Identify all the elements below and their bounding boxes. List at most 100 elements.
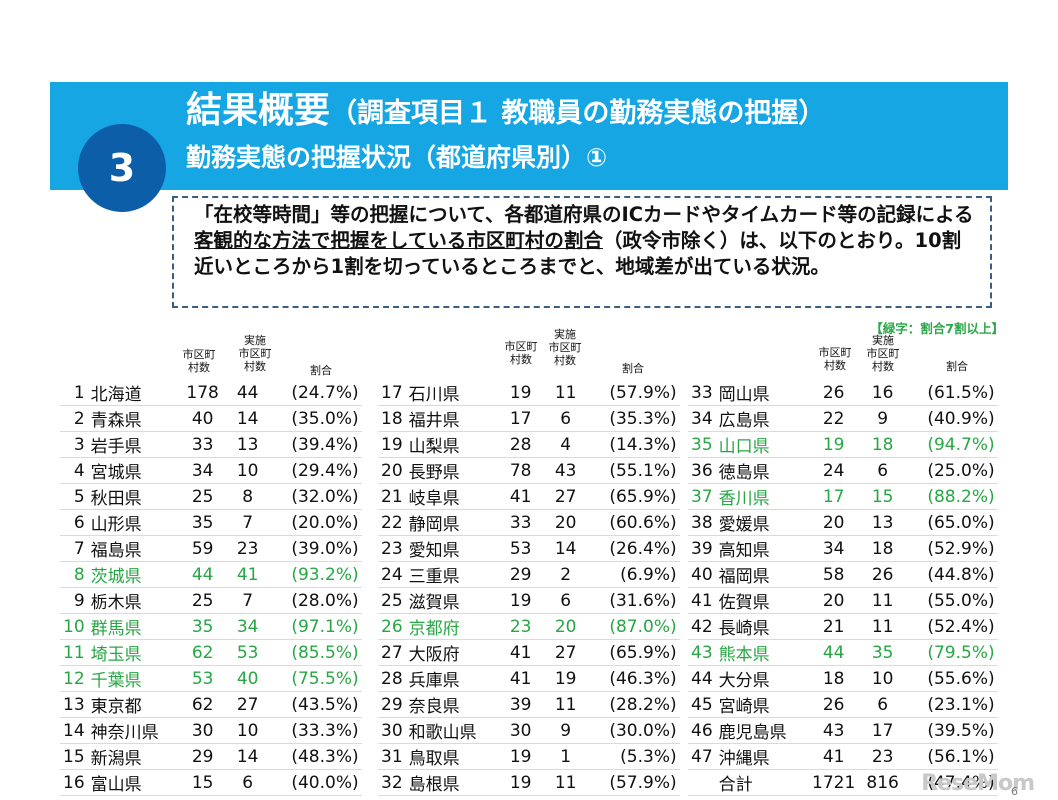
table-row: 37 香川県 17 15 (88.2%) [688, 483, 998, 510]
table-row: 5 秋田県 25 8 (32.0%) [60, 483, 362, 510]
row-number: 29 [378, 691, 406, 718]
prefecture-name: 長野県 [405, 457, 498, 484]
header-municipalities-3: 市区町 村数 [818, 346, 852, 372]
municipality-count: 26 [807, 380, 860, 406]
implemented-count: 19 [543, 665, 588, 692]
ratio-value: (40.0%) [269, 769, 362, 796]
ratio-value: (23.1%) [905, 691, 998, 718]
prefecture-name: 奈良県 [405, 691, 498, 718]
table-row: 41 佐賀県 20 11 (55.0%) [688, 587, 998, 614]
row-number: 2 [60, 405, 88, 432]
row-number: 28 [378, 665, 406, 692]
table-row: 20 長野県 78 43 (55.1%) [378, 457, 680, 484]
municipality-count: 30 [497, 717, 544, 744]
prefecture-name: 静岡県 [405, 509, 498, 536]
municipality-count: 178 [179, 380, 226, 406]
ratio-value: (65.0%) [905, 509, 998, 536]
municipality-count: 41 [497, 665, 544, 692]
implemented-count: 43 [543, 457, 588, 484]
municipality-count: 34 [807, 535, 860, 562]
prefecture-name: 石川県 [405, 380, 498, 406]
row-number: 44 [688, 665, 716, 692]
table-row: 15 新潟県 29 14 (48.3%) [60, 743, 362, 770]
municipality-count: 1721 [807, 769, 860, 796]
municipality-count: 53 [497, 535, 544, 562]
implemented-count: 14 [543, 535, 588, 562]
row-number: 19 [378, 431, 406, 458]
municipality-count: 19 [497, 743, 544, 770]
municipality-count: 25 [179, 483, 226, 510]
row-number: 30 [378, 717, 406, 744]
implemented-count: 10 [225, 717, 270, 744]
row-number: 25 [378, 587, 406, 614]
table-row: 31 鳥取県 19 1 (5.3%) [378, 743, 680, 770]
table-row: 33 岡山県 26 16 (61.5%) [688, 380, 998, 406]
row-number: 26 [378, 613, 406, 640]
implemented-count: 26 [859, 561, 906, 588]
municipality-count: 19 [807, 431, 860, 458]
ratio-value: (93.2%) [269, 561, 362, 588]
table-row: 34 広島県 22 9 (40.9%) [688, 405, 998, 432]
prefecture-name: 群馬県 [87, 613, 180, 640]
table-row: 28 兵庫県 41 19 (46.3%) [378, 665, 680, 692]
ratio-value: (39.4%) [269, 431, 362, 458]
row-number: 16 [60, 769, 88, 796]
header-implemented-3: 実施 市区町 村数 [866, 334, 900, 373]
implemented-count: 10 [225, 457, 270, 484]
row-number: 42 [688, 613, 716, 640]
ratio-value: (25.0%) [905, 457, 998, 484]
prefecture-name: 福井県 [405, 405, 498, 432]
table-row: 19 山梨県 28 4 (14.3%) [378, 431, 680, 458]
ratio-value: (79.5%) [905, 639, 998, 666]
prefecture-name: 大阪府 [405, 639, 498, 666]
implemented-count: 13 [859, 509, 906, 536]
municipality-count: 41 [497, 483, 544, 510]
row-number: 47 [688, 743, 716, 770]
table-row: 4 宮城県 34 10 (29.4%) [60, 457, 362, 484]
table-row: 35 山口県 19 18 (94.7%) [688, 431, 998, 458]
implemented-count: 11 [543, 691, 588, 718]
table-row: 13 東京都 62 27 (43.5%) [60, 691, 362, 718]
row-number: 14 [60, 717, 88, 744]
row-number: 4 [60, 457, 88, 484]
table-row: 8 茨城県 44 41 (93.2%) [60, 561, 362, 588]
municipality-count: 19 [497, 380, 544, 406]
ratio-value: (94.7%) [905, 431, 998, 458]
implemented-count: 11 [543, 769, 588, 796]
row-number: 21 [378, 483, 406, 510]
table-row: 42 長崎県 21 11 (52.4%) [688, 613, 998, 640]
ratio-value: (87.0%) [587, 613, 680, 640]
ratio-value: (31.6%) [587, 587, 680, 614]
prefecture-name: 高知県 [715, 535, 808, 562]
ratio-value: (65.9%) [587, 639, 680, 666]
table-row: 7 福島県 59 23 (39.0%) [60, 535, 362, 562]
ratio-value: (75.5%) [269, 665, 362, 692]
header-ratio-2: 割合 [622, 362, 644, 375]
ratio-value: (52.4%) [905, 613, 998, 640]
prefecture-name: 岩手県 [87, 431, 180, 458]
implemented-count: 14 [225, 405, 270, 432]
municipality-count: 24 [807, 457, 860, 484]
municipality-count: 20 [807, 509, 860, 536]
table-row: 24 三重県 29 2 (6.9%) [378, 561, 680, 588]
row-number: 40 [688, 561, 716, 588]
implemented-count: 34 [225, 613, 270, 640]
ratio-value: (61.5%) [905, 380, 998, 406]
prefecture-name: 滋賀県 [405, 587, 498, 614]
ratio-value: (55.0%) [905, 587, 998, 614]
implemented-count: 40 [225, 665, 270, 692]
implemented-count: 9 [543, 717, 588, 744]
municipality-count: 17 [807, 483, 860, 510]
municipality-count: 34 [179, 457, 226, 484]
ratio-value: (57.9%) [587, 769, 680, 796]
table-row: 10 群馬県 35 34 (97.1%) [60, 613, 362, 640]
table-row: 2 青森県 40 14 (35.0%) [60, 405, 362, 432]
ratio-value: (30.0%) [587, 717, 680, 744]
prefecture-name: 香川県 [715, 483, 808, 510]
ratio-value: (6.9%) [587, 561, 680, 588]
ratio-value: (28.0%) [269, 587, 362, 614]
ratio-value: (35.0%) [269, 405, 362, 432]
implemented-count: 6 [543, 587, 588, 614]
ratio-value: (65.9%) [587, 483, 680, 510]
row-number: 45 [688, 691, 716, 718]
